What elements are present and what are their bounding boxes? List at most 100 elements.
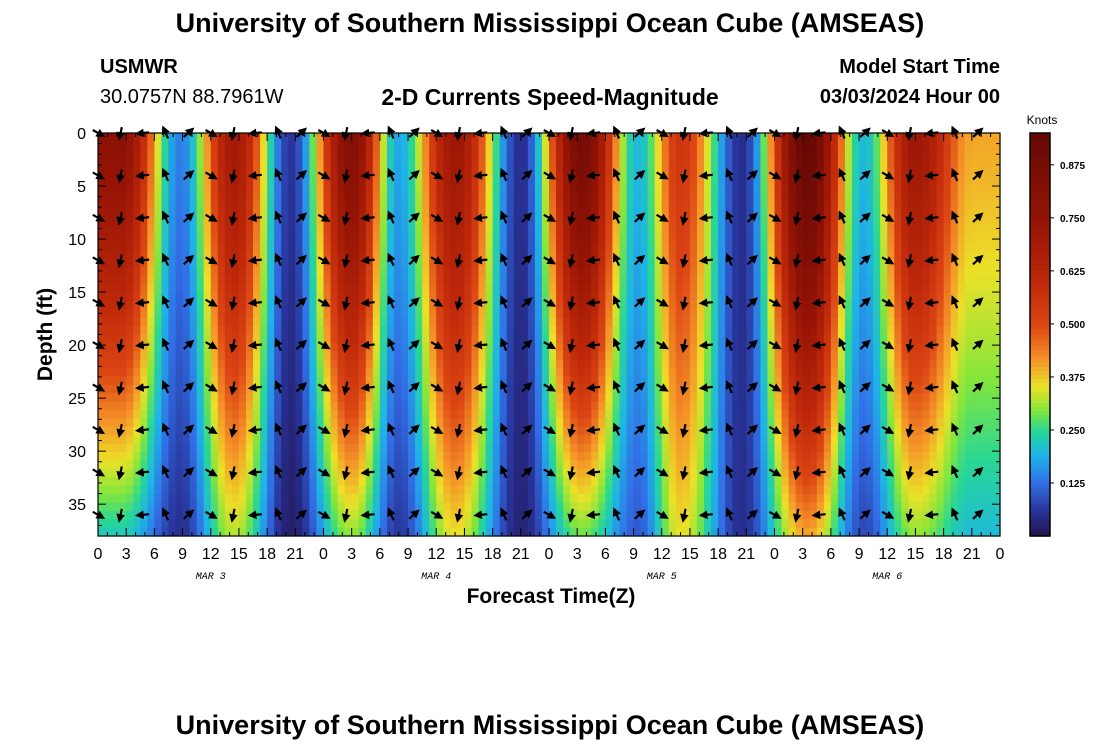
heatmap-cell <box>337 133 346 142</box>
heatmap-cell <box>626 401 635 411</box>
heatmap-cell <box>457 158 466 168</box>
heatmap-cell <box>217 242 226 252</box>
heatmap-cell <box>478 527 487 537</box>
heatmap-cell <box>267 384 275 394</box>
heatmap-cell <box>802 485 811 495</box>
heatmap-cell <box>781 426 790 436</box>
heatmap-cell <box>161 435 170 445</box>
heatmap-cell <box>696 452 705 462</box>
heatmap-cell <box>386 133 395 142</box>
heatmap-cell <box>809 443 818 453</box>
heatmap-cell <box>647 460 656 470</box>
heatmap-cell <box>541 242 550 252</box>
heatmap-cell <box>563 376 571 386</box>
heatmap-cell <box>401 166 409 176</box>
heatmap-cell <box>302 317 311 327</box>
heatmap-cell <box>372 393 381 403</box>
heatmap-cell <box>112 384 120 394</box>
heatmap-cell <box>330 502 339 512</box>
heatmap-cell <box>549 267 557 277</box>
heatmap-cell <box>626 460 635 470</box>
heatmap-cell <box>302 191 311 201</box>
heatmap-cell <box>704 401 712 411</box>
heatmap-cell <box>605 309 614 319</box>
heatmap-cell <box>316 300 325 310</box>
heatmap-cell <box>689 477 698 487</box>
heatmap-cell <box>541 133 550 142</box>
heatmap-cell <box>175 275 184 285</box>
heatmap-cell <box>105 275 113 285</box>
heatmap-cell <box>443 519 451 529</box>
heatmap-cell <box>527 519 536 529</box>
heatmap-cell <box>816 242 825 252</box>
heatmap-cell <box>668 141 677 151</box>
heatmap-cell <box>513 435 522 445</box>
heatmap-cell <box>478 401 487 411</box>
heatmap-cell <box>541 149 550 159</box>
heatmap-cell <box>788 133 797 142</box>
heatmap-cell <box>429 250 437 260</box>
heatmap-cell <box>189 309 198 319</box>
heatmap-cell <box>210 292 219 302</box>
heatmap-cell <box>422 359 430 369</box>
heatmap-cell <box>337 317 346 327</box>
heatmap-cell <box>450 494 458 504</box>
heatmap-cell <box>415 334 423 344</box>
heatmap-cell <box>379 284 388 294</box>
heatmap-cell <box>126 317 134 327</box>
heatmap-cell <box>506 133 515 142</box>
heatmap-cell <box>753 275 762 285</box>
heatmap-cell <box>626 191 635 201</box>
heatmap-cell <box>767 452 776 462</box>
heatmap-cell <box>288 452 296 462</box>
heatmap-cell <box>175 368 184 378</box>
heatmap-cell <box>351 410 360 420</box>
heatmap-cell <box>732 250 740 260</box>
heatmap-cell <box>816 460 825 470</box>
heatmap-cell <box>577 426 585 436</box>
heatmap-cell <box>563 426 571 436</box>
heatmap-cell <box>267 460 275 470</box>
heatmap-cell <box>795 527 804 537</box>
heatmap-cell <box>725 351 733 361</box>
heatmap-cell <box>119 401 127 411</box>
heatmap-cell <box>422 258 430 268</box>
heatmap-cell <box>696 351 705 361</box>
heatmap-cell <box>429 368 437 378</box>
heatmap-cell <box>217 166 226 176</box>
heatmap-cell <box>633 351 642 361</box>
heatmap-cell <box>281 300 289 310</box>
heatmap-cell <box>365 494 374 504</box>
heatmap-cell <box>168 485 177 495</box>
heatmap-cell <box>196 477 205 487</box>
heatmap-cell <box>633 317 642 327</box>
heatmap-cell <box>478 284 487 294</box>
heatmap-cell <box>668 494 677 504</box>
heatmap-cell <box>316 376 325 386</box>
heatmap-cell <box>274 410 282 420</box>
heatmap-cell <box>626 502 635 512</box>
heatmap-cell <box>154 393 163 403</box>
heatmap-cell <box>288 300 296 310</box>
heatmap-cell <box>823 275 832 285</box>
heatmap-cell <box>224 317 233 327</box>
heatmap-cell <box>429 401 437 411</box>
heatmap-cell <box>732 460 740 470</box>
heatmap-cell <box>605 149 614 159</box>
heatmap-cell <box>732 258 740 268</box>
heatmap-cell <box>238 418 247 428</box>
heatmap-cell <box>351 149 360 159</box>
heatmap-cell <box>696 242 705 252</box>
heatmap-cell <box>217 519 226 529</box>
heatmap-cell <box>429 510 437 520</box>
heatmap-cell <box>633 443 642 453</box>
heatmap-cell <box>175 527 184 537</box>
heatmap-cell <box>281 418 289 428</box>
heatmap-cell <box>675 258 684 268</box>
heatmap-cell <box>591 368 599 378</box>
heatmap-cell <box>217 443 226 453</box>
heatmap-cell <box>513 275 522 285</box>
heatmap-cell <box>591 225 599 235</box>
heatmap-cell <box>267 141 275 151</box>
heatmap-cell <box>351 208 360 218</box>
